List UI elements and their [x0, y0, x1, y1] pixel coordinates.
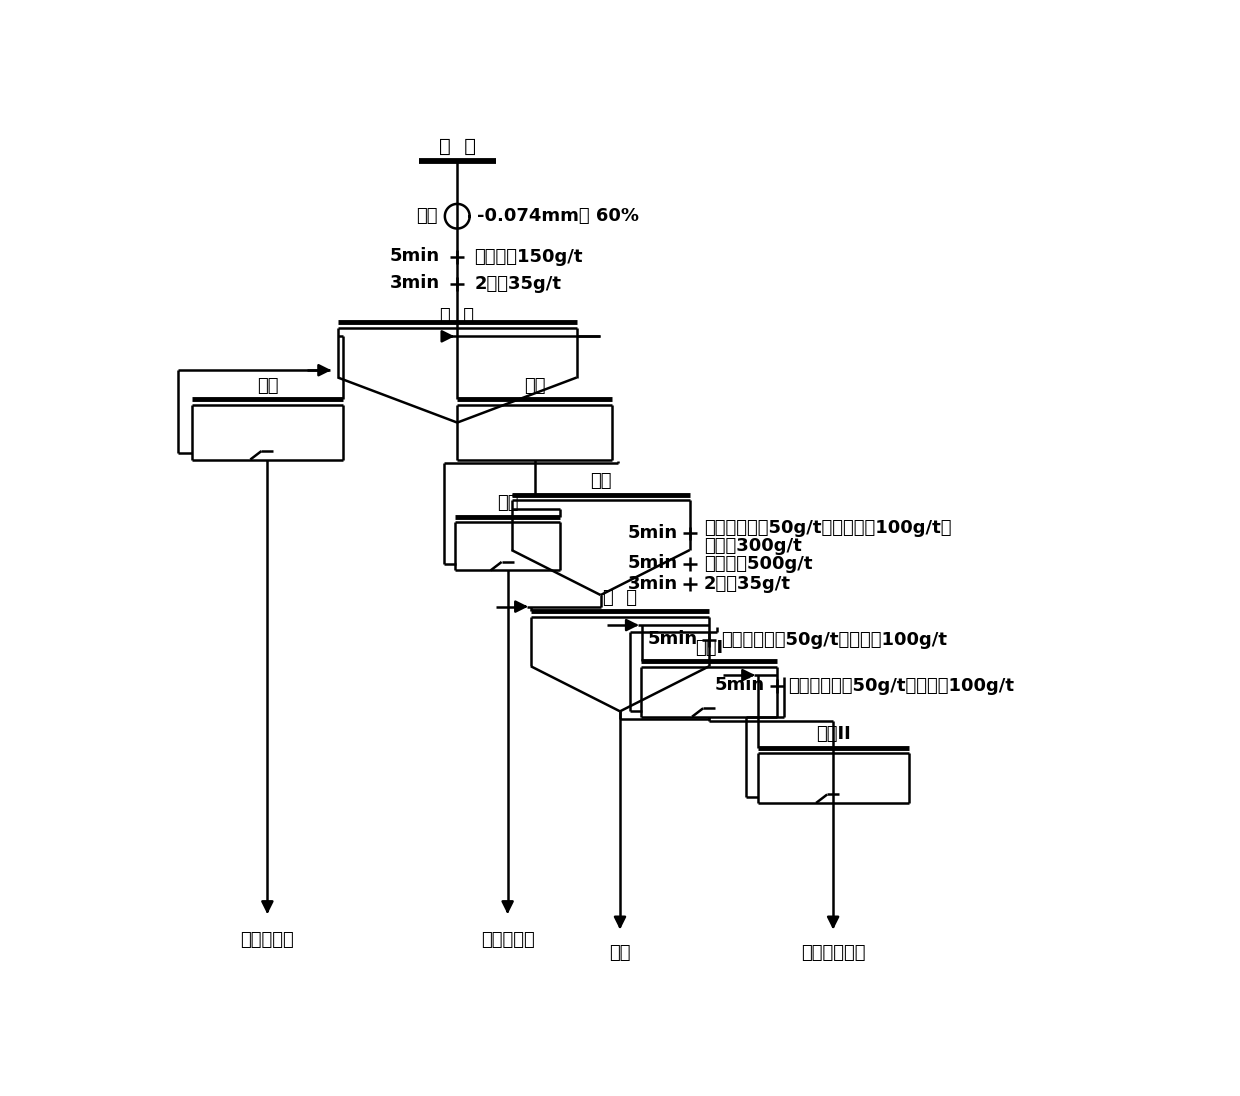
Text: 5min: 5min — [391, 248, 440, 265]
Text: 硫化矿精矿: 硫化矿精矿 — [241, 931, 294, 949]
Text: 磁选: 磁选 — [525, 377, 546, 395]
Text: 5min: 5min — [627, 524, 678, 541]
Text: 5min: 5min — [627, 555, 678, 572]
Text: 精选: 精选 — [497, 494, 518, 512]
Text: 浮  硫: 浮 硫 — [440, 307, 474, 326]
Text: 扫选: 扫选 — [590, 472, 611, 490]
Text: 磨矿: 磨矿 — [417, 207, 438, 225]
Text: 水玻璃300g/t: 水玻璃300g/t — [704, 537, 801, 555]
Text: 精选I: 精选I — [696, 639, 723, 657]
Text: 罧甲基纤维素50g/t，水玻璃100g/t: 罧甲基纤维素50g/t，水玻璃100g/t — [789, 677, 1014, 695]
Text: 浮  铀: 浮 铀 — [603, 589, 637, 606]
Text: 罧甲基纤维素50g/t，水玻璃100g/t: 罧甲基纤维素50g/t，水玻璃100g/t — [720, 630, 947, 649]
Text: 3min: 3min — [627, 574, 678, 593]
Text: 2号油35g/t: 2号油35g/t — [704, 575, 791, 593]
Text: 精选II: 精选II — [816, 724, 851, 743]
Text: 精选: 精选 — [257, 377, 278, 395]
Text: 尾矿: 尾矿 — [609, 944, 631, 962]
Text: 丁基黄药150g/t: 丁基黄药150g/t — [474, 248, 583, 266]
Text: 甲苯胂酸500g/t: 甲苯胂酸500g/t — [704, 556, 812, 573]
Text: 5min: 5min — [647, 630, 697, 648]
Text: -0.074mm占 60%: -0.074mm占 60% — [476, 207, 639, 225]
Text: 5min: 5min — [714, 676, 765, 694]
Text: 原  矿: 原 矿 — [439, 137, 476, 156]
Text: 铌钙铀矿精矿: 铌钙铀矿精矿 — [801, 944, 866, 962]
Text: 3min: 3min — [391, 274, 440, 293]
Text: 罧甲基纤维素50g/t，腐殖酸钐100g/t，: 罧甲基纤维素50g/t，腐殖酸钐100g/t， — [704, 520, 951, 537]
Text: 2号油35g/t: 2号油35g/t — [474, 275, 562, 293]
Text: 磁铁矿精矿: 磁铁矿精矿 — [481, 931, 534, 949]
